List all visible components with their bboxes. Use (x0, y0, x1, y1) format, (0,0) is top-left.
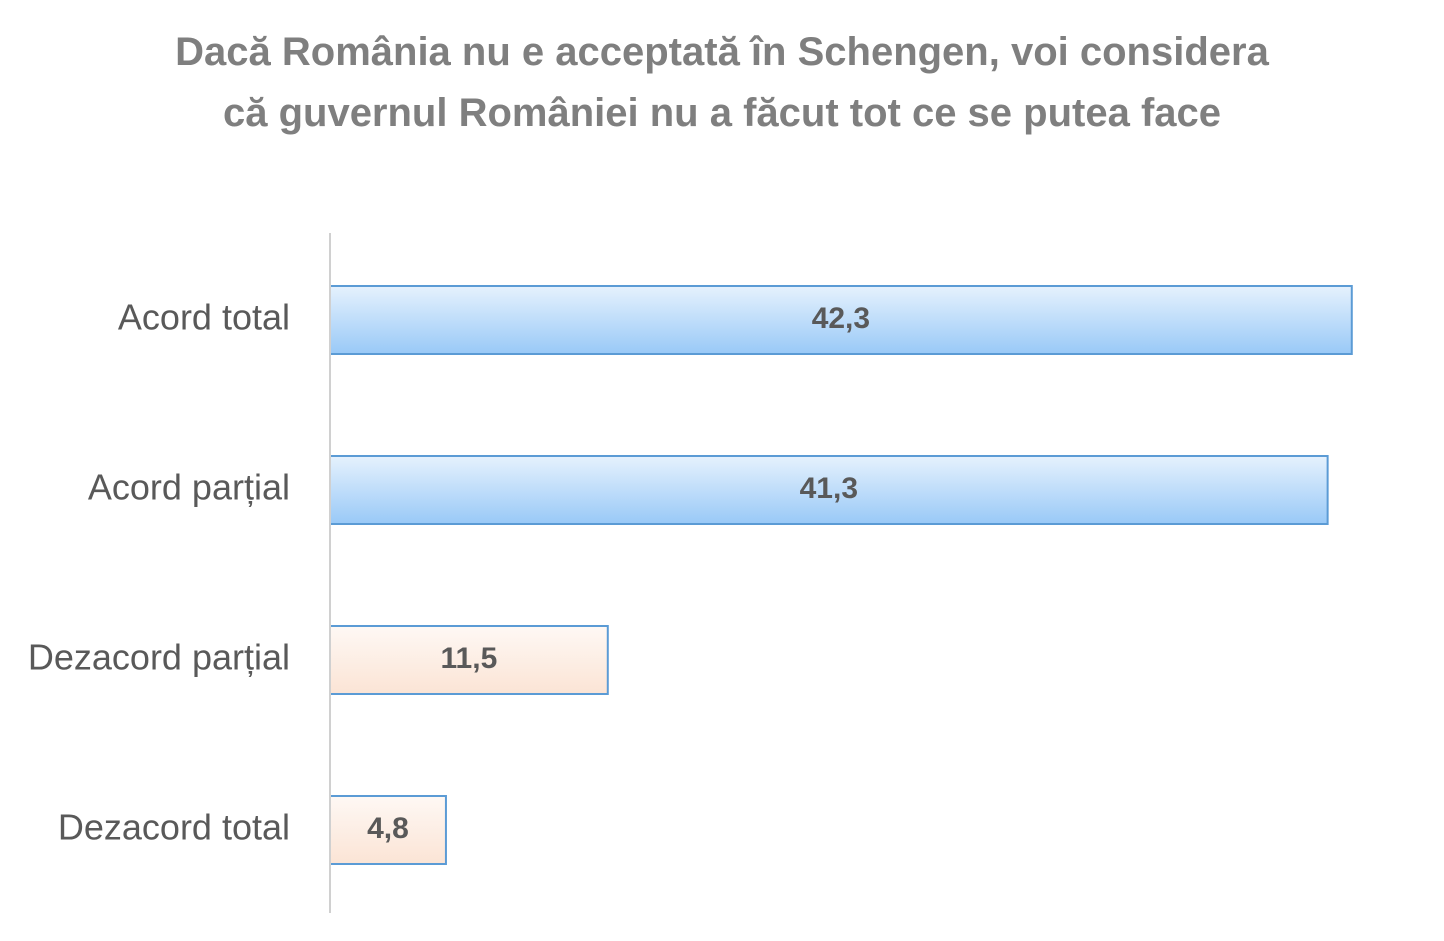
chart-title: Dacă România nu e acceptată în Schengen,… (175, 30, 1269, 135)
category-label: Dezacord total (58, 807, 290, 848)
value-label: 42,3 (812, 302, 870, 335)
category-label: Acord parțial (88, 467, 290, 508)
bar (329, 285, 1353, 355)
category-label: Acord total (118, 297, 290, 338)
bar (329, 795, 447, 865)
value-label: 11,5 (441, 642, 498, 675)
value-label: 4,8 (367, 812, 409, 845)
bar (329, 625, 609, 695)
value-label: 41,3 (800, 472, 858, 505)
category-label: Dezacord parțial (28, 637, 290, 678)
